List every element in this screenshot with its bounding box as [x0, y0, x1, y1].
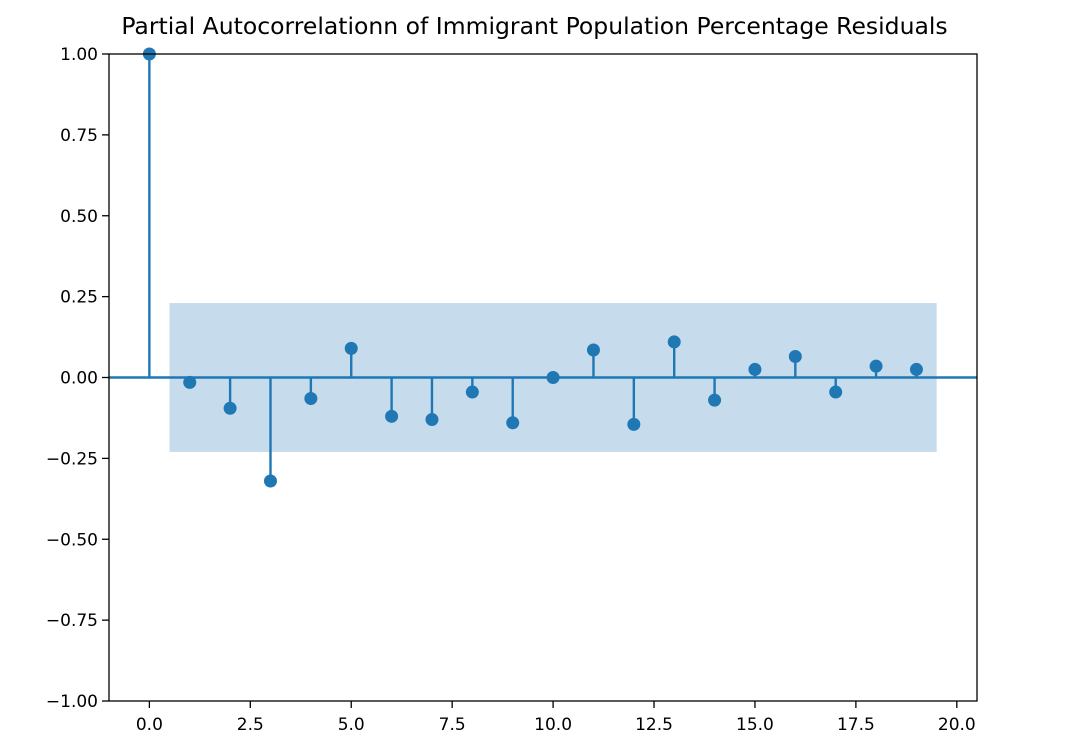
point-17 [829, 385, 843, 399]
point-8 [465, 385, 479, 399]
y-tick-label-3: −0.25 [46, 449, 98, 469]
x-tick-label-4: 10.0 [534, 715, 572, 735]
point-14 [708, 393, 722, 407]
x-tick-label-8: 20.0 [938, 715, 976, 735]
point-18 [869, 359, 883, 373]
point-6 [385, 409, 399, 423]
y-tick-label-6: 0.50 [60, 207, 98, 227]
x-tick-label-7: 17.5 [837, 715, 875, 735]
point-16 [788, 349, 802, 363]
y-tick-label-2: −0.50 [46, 530, 98, 550]
y-tick-label-5: 0.25 [60, 288, 98, 308]
point-11 [586, 343, 600, 357]
y-tick-label-4: 0.00 [60, 369, 98, 389]
x-tick-label-3: 7.5 [439, 715, 466, 735]
point-4 [304, 392, 318, 406]
chart-title: Partial Autocorrelationn of Immigrant Po… [121, 12, 948, 40]
y-tick-label-8: 1.00 [60, 45, 98, 65]
point-5 [344, 341, 358, 355]
point-9 [506, 416, 520, 430]
x-tick-label-5: 12.5 [635, 715, 673, 735]
point-2 [223, 401, 237, 415]
point-13 [667, 335, 681, 349]
point-10 [546, 371, 560, 384]
point-12 [627, 417, 641, 431]
point-19 [909, 362, 923, 376]
y-tick-label-0: −1.00 [46, 692, 98, 712]
x-tick-label-6: 15.0 [736, 715, 774, 735]
point-7 [425, 413, 439, 427]
y-tick-label-7: 0.75 [60, 126, 98, 146]
point-1 [183, 375, 197, 389]
point-3 [263, 474, 277, 488]
x-tick-label-0: 0.0 [136, 715, 163, 735]
x-tick-label-1: 2.5 [237, 715, 264, 735]
y-tick-label-1: −0.75 [46, 611, 98, 631]
x-tick-label-2: 5.0 [338, 715, 365, 735]
point-15 [748, 362, 762, 376]
